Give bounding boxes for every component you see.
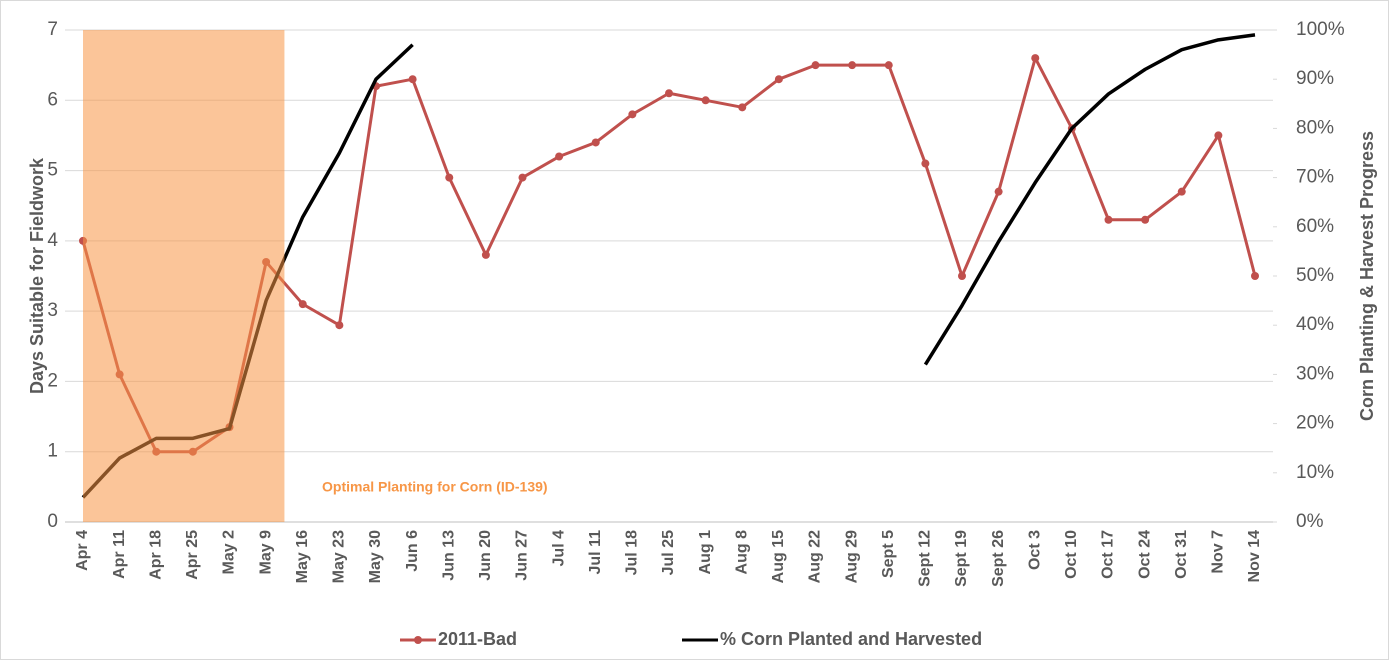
x-tick-label: Jul 4 — [550, 530, 567, 567]
x-tick-label: Oct 17 — [1100, 530, 1117, 579]
data-point — [1251, 272, 1259, 280]
x-tick-label: Jun 27 — [514, 530, 531, 581]
x-tick-label: Aug 29 — [843, 530, 860, 583]
legend-label: % Corn Planted and Harvested — [720, 629, 982, 649]
x-tick-label: Jul 11 — [587, 530, 604, 575]
y-tick-label: 1 — [47, 441, 58, 462]
y2-tick-label: 70% — [1296, 167, 1334, 188]
x-tick-label: Apr 4 — [74, 530, 91, 571]
y2-tick-label: 10% — [1296, 462, 1334, 483]
y-tick-label: 0 — [47, 511, 58, 532]
y2-tick-label: 40% — [1296, 314, 1334, 335]
y-tick-label: 4 — [47, 230, 58, 251]
x-tick-label: Apr 18 — [147, 530, 164, 580]
x-tick-label: Sept 12 — [917, 530, 934, 587]
y-axis-title: Days Suitable for Fieldwork — [27, 157, 47, 394]
y2-tick-label: 90% — [1296, 68, 1334, 89]
y2-tick-label: 80% — [1296, 117, 1334, 138]
data-point — [1214, 131, 1223, 140]
data-point — [884, 61, 893, 70]
x-tick-label: Oct 3 — [1026, 530, 1043, 570]
y2-tick-label: 50% — [1296, 265, 1334, 286]
x-tick-label: Oct 24 — [1136, 530, 1153, 579]
x-tick-label: Oct 31 — [1173, 530, 1190, 579]
x-tick-label: Aug 22 — [807, 530, 824, 583]
data-point — [958, 272, 966, 280]
x-tick-label: May 2 — [221, 530, 238, 575]
annotation: Optimal Planting for Corn (ID-139) — [322, 479, 548, 495]
x-tick-label: Oct 10 — [1063, 530, 1080, 579]
x-tick-label: Nov 14 — [1246, 530, 1263, 583]
x-tick-label: Sept 19 — [953, 530, 970, 587]
y2-tick-label: 60% — [1296, 216, 1334, 237]
data-point — [1104, 215, 1113, 224]
y-tick-label: 2 — [47, 370, 58, 391]
data-point — [1177, 187, 1186, 196]
data-point — [994, 187, 1003, 196]
x-tick-label: Jun 13 — [440, 530, 457, 581]
data-point — [738, 103, 747, 112]
legend-marker — [414, 636, 422, 644]
data-point — [445, 173, 454, 182]
y2-tick-label: 0% — [1296, 511, 1324, 532]
legend-label: 2011-Bad — [438, 629, 517, 649]
y2-tick-label: 100% — [1296, 19, 1345, 40]
data-point — [774, 75, 783, 84]
data-point — [665, 89, 673, 98]
x-tick-label: Jul 25 — [660, 530, 677, 575]
data-point — [298, 300, 307, 309]
x-tick-label: May 23 — [331, 530, 348, 583]
data-point — [335, 321, 344, 330]
x-tick-label: May 16 — [294, 530, 311, 583]
y-tick-label: 6 — [47, 89, 58, 110]
data-point — [555, 152, 564, 161]
data-point — [1031, 54, 1040, 63]
x-tick-label: Sept 5 — [880, 530, 897, 578]
data-point — [848, 61, 857, 70]
data-point — [628, 110, 637, 119]
x-tick-label: Aug 8 — [733, 530, 750, 575]
data-point — [921, 159, 930, 168]
data-point — [408, 75, 417, 84]
data-point — [518, 173, 527, 182]
data-point — [811, 61, 820, 70]
x-tick-label: May 30 — [367, 530, 384, 583]
optimal-planting-band — [83, 30, 285, 522]
y2-tick-label: 20% — [1296, 413, 1334, 434]
data-point — [701, 96, 710, 105]
data-point — [481, 250, 490, 259]
data-point — [1141, 215, 1150, 224]
x-tick-label: May 9 — [257, 530, 274, 575]
x-tick-label: Apr 25 — [184, 530, 201, 580]
data-point — [591, 138, 600, 147]
x-tick-label: Aug 15 — [770, 530, 787, 583]
x-tick-label: Sept 26 — [990, 530, 1007, 587]
y-tick-label: 3 — [47, 300, 58, 321]
x-tick-label: Jun 6 — [404, 530, 421, 572]
y-tick-label: 7 — [47, 19, 58, 40]
x-tick-label: Nov 7 — [1210, 530, 1227, 574]
y2-tick-label: 30% — [1296, 363, 1334, 384]
x-tick-label: Aug 1 — [697, 530, 714, 575]
y-tick-label: 5 — [47, 160, 58, 181]
series-line — [923, 33, 1256, 366]
y2-axis-title: Corn Planting & Harvest Progress — [1357, 131, 1377, 421]
x-tick-label: Jul 18 — [624, 530, 641, 575]
x-tick-label: Jun 20 — [477, 530, 494, 581]
x-tick-label: Apr 11 — [111, 530, 128, 579]
